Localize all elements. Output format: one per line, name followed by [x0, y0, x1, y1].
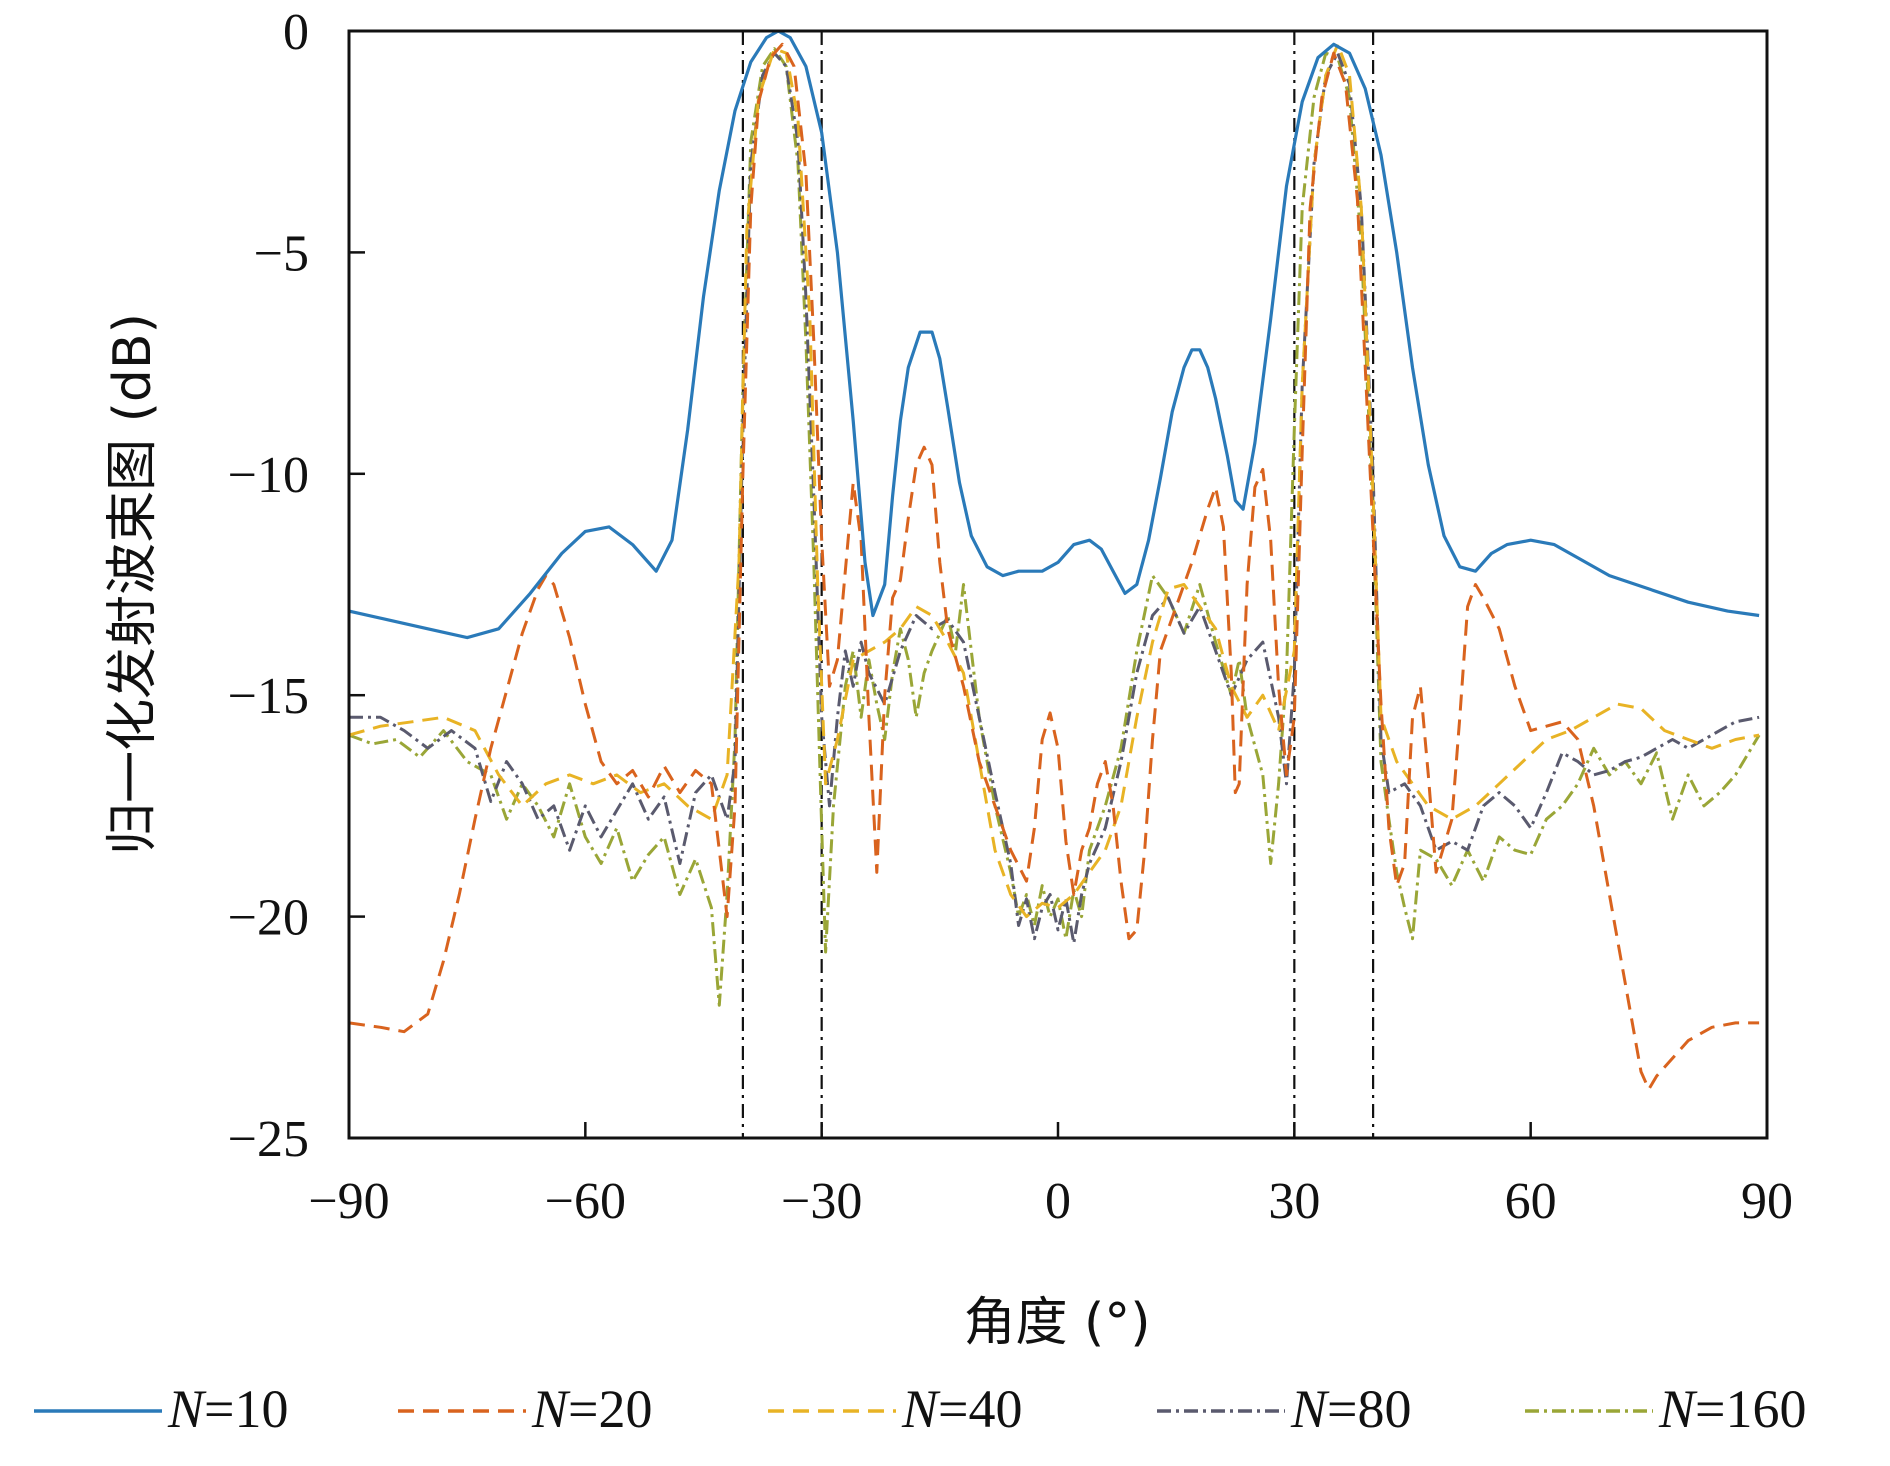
x-axis-label: 角度 (°): [963, 1293, 1150, 1353]
x-tick-label: −60: [545, 1173, 626, 1230]
series-lines: [349, 31, 1761, 1091]
legend-label-var: N: [1290, 1379, 1330, 1439]
x-axis-ticks: −90 −60 −30 0 30 60 90: [308, 1122, 1793, 1230]
y-axis-ticks: 0 −5 −10 −15 −20 −25: [228, 4, 365, 1168]
legend-label-value: =10: [204, 1379, 288, 1439]
legend-label-var: N: [531, 1379, 571, 1439]
y-tick-label: −10: [228, 447, 309, 504]
y-tick-label: −20: [228, 890, 309, 947]
y-tick-label: −25: [228, 1111, 309, 1168]
legend-label-var: N: [167, 1379, 207, 1439]
legend-label-var: N: [901, 1379, 941, 1439]
plot-frame: [347, 29, 1769, 1140]
legend-label-value: =20: [568, 1379, 652, 1439]
legend-label: N=10: [167, 1379, 289, 1439]
y-axis-label: 归一化发射波束图 (dB): [103, 313, 163, 855]
legend-label-value: =80: [1327, 1379, 1411, 1439]
legend: N=10 N=20 N=40 N=80 N=160: [34, 1379, 1807, 1439]
series-line-n80: [349, 51, 1760, 945]
y-tick-label: −5: [254, 225, 309, 282]
series-line-n20: [349, 42, 1760, 1091]
x-tick-label: 30: [1268, 1173, 1320, 1230]
y-tick-label: −15: [228, 668, 309, 725]
x-tick-label: 0: [1045, 1173, 1071, 1230]
series-line-n10: [349, 31, 1760, 640]
x-tick-label: −30: [781, 1173, 862, 1230]
legend-label: N=20: [531, 1379, 653, 1439]
x-tick-label: 90: [1741, 1173, 1793, 1230]
legend-label-var: N: [1658, 1379, 1698, 1439]
y-tick-label: 0: [283, 4, 309, 61]
series-line-n160: [349, 47, 1761, 1007]
legend-label-value: =160: [1695, 1379, 1806, 1439]
legend-label: N=80: [1290, 1379, 1412, 1439]
legend-label: N=160: [1658, 1379, 1807, 1439]
reference-lines: [741, 31, 1375, 1138]
legend-label-value: =40: [938, 1379, 1022, 1439]
x-tick-label: −90: [308, 1173, 389, 1230]
x-tick-label: 60: [1505, 1173, 1557, 1230]
legend-label: N=40: [901, 1379, 1023, 1439]
series-line-n40: [349, 42, 1760, 919]
